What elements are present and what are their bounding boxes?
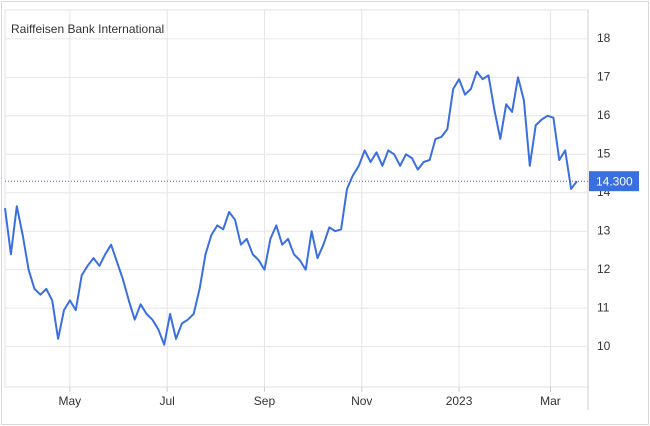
y-tick-label: 17 bbox=[597, 69, 611, 83]
y-tick-label: 12 bbox=[597, 262, 611, 276]
x-tick-label: Mar bbox=[540, 394, 561, 408]
x-tick-label: Sep bbox=[254, 394, 276, 408]
x-tick-label: 2023 bbox=[446, 394, 473, 408]
x-tick-label: Nov bbox=[351, 394, 372, 408]
x-tick-label: Jul bbox=[159, 394, 174, 408]
last-price-label: 14.300 bbox=[596, 174, 633, 188]
y-tick-label: 13 bbox=[597, 223, 611, 237]
y-tick-label: 10 bbox=[597, 339, 611, 353]
y-tick-label: 15 bbox=[597, 146, 611, 160]
y-tick-label: 16 bbox=[597, 108, 611, 122]
y-tick-label: 11 bbox=[597, 300, 610, 314]
price-line bbox=[4, 70, 578, 346]
last-price-box bbox=[589, 171, 639, 192]
chart-title: Raiffeisen Bank International bbox=[11, 22, 164, 36]
x-tick-label: May bbox=[59, 394, 82, 408]
y-tick-label: 18 bbox=[597, 31, 611, 45]
